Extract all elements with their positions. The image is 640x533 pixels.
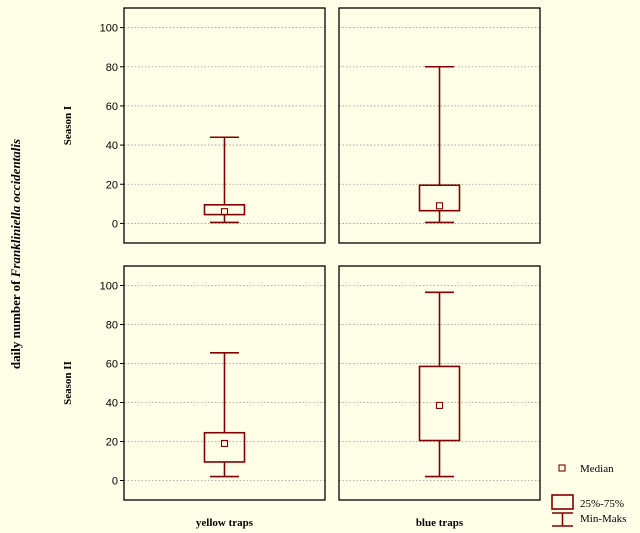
median-marker bbox=[220, 208, 229, 216]
iqr-box bbox=[418, 184, 461, 212]
y-tick-label: 40 bbox=[106, 140, 118, 152]
column-label: blue traps bbox=[416, 517, 464, 529]
legend-box-swatch bbox=[551, 494, 574, 510]
y-tick-label: 60 bbox=[106, 101, 118, 113]
y-axis-label: daily number of Frankliniella occidental… bbox=[8, 139, 23, 369]
legend: Median 25%-75% Min-Maks bbox=[551, 463, 626, 527]
legend-median-label: Median bbox=[580, 463, 614, 475]
legend-box-label: 25%-75% bbox=[580, 498, 624, 510]
panel-2-1: 0 20 40 60 80 100 bbox=[100, 265, 326, 501]
y-tick-label: 80 bbox=[106, 62, 118, 74]
iqr-box bbox=[203, 204, 246, 216]
panel-2-2 bbox=[338, 265, 541, 501]
median-marker bbox=[435, 401, 444, 409]
panel-1-2 bbox=[338, 7, 541, 244]
y-tick-label: 20 bbox=[106, 179, 118, 191]
box-1-2 bbox=[418, 65, 461, 224]
median-marker bbox=[435, 202, 444, 210]
panel-frame bbox=[338, 7, 541, 244]
y-tick-label: 100 bbox=[100, 23, 118, 35]
legend-median-marker bbox=[558, 464, 566, 472]
y-tick-label: 80 bbox=[106, 320, 118, 332]
column-label: yellow traps bbox=[196, 517, 254, 529]
y-tick-label: 0 bbox=[112, 476, 118, 488]
row-label: Season II bbox=[62, 361, 74, 405]
y-tick-label: 0 bbox=[112, 218, 118, 230]
iqr-box bbox=[418, 365, 461, 442]
y-tick-label: 40 bbox=[106, 398, 118, 410]
box-2-2 bbox=[418, 291, 461, 478]
y-tick-label: 100 bbox=[100, 281, 118, 293]
iqr-box bbox=[203, 431, 246, 463]
legend-whisker-label: Min-Maks bbox=[580, 513, 626, 525]
row-label: Season I bbox=[62, 106, 74, 145]
box-2-1 bbox=[203, 351, 246, 478]
panel-frame bbox=[123, 7, 326, 244]
y-tick-label: 60 bbox=[106, 359, 118, 371]
panel-1-1: 0 20 40 60 80 100 bbox=[100, 7, 326, 244]
y-axis-label-species: Frankliniella occidentalis bbox=[8, 139, 23, 278]
y-tick-label: 20 bbox=[106, 437, 118, 449]
panel-frame bbox=[123, 265, 326, 501]
panel-frame bbox=[338, 265, 541, 501]
median-marker bbox=[220, 439, 229, 448]
box-1-1 bbox=[203, 136, 246, 224]
y-axis-label-prefix: daily number of bbox=[8, 277, 23, 369]
